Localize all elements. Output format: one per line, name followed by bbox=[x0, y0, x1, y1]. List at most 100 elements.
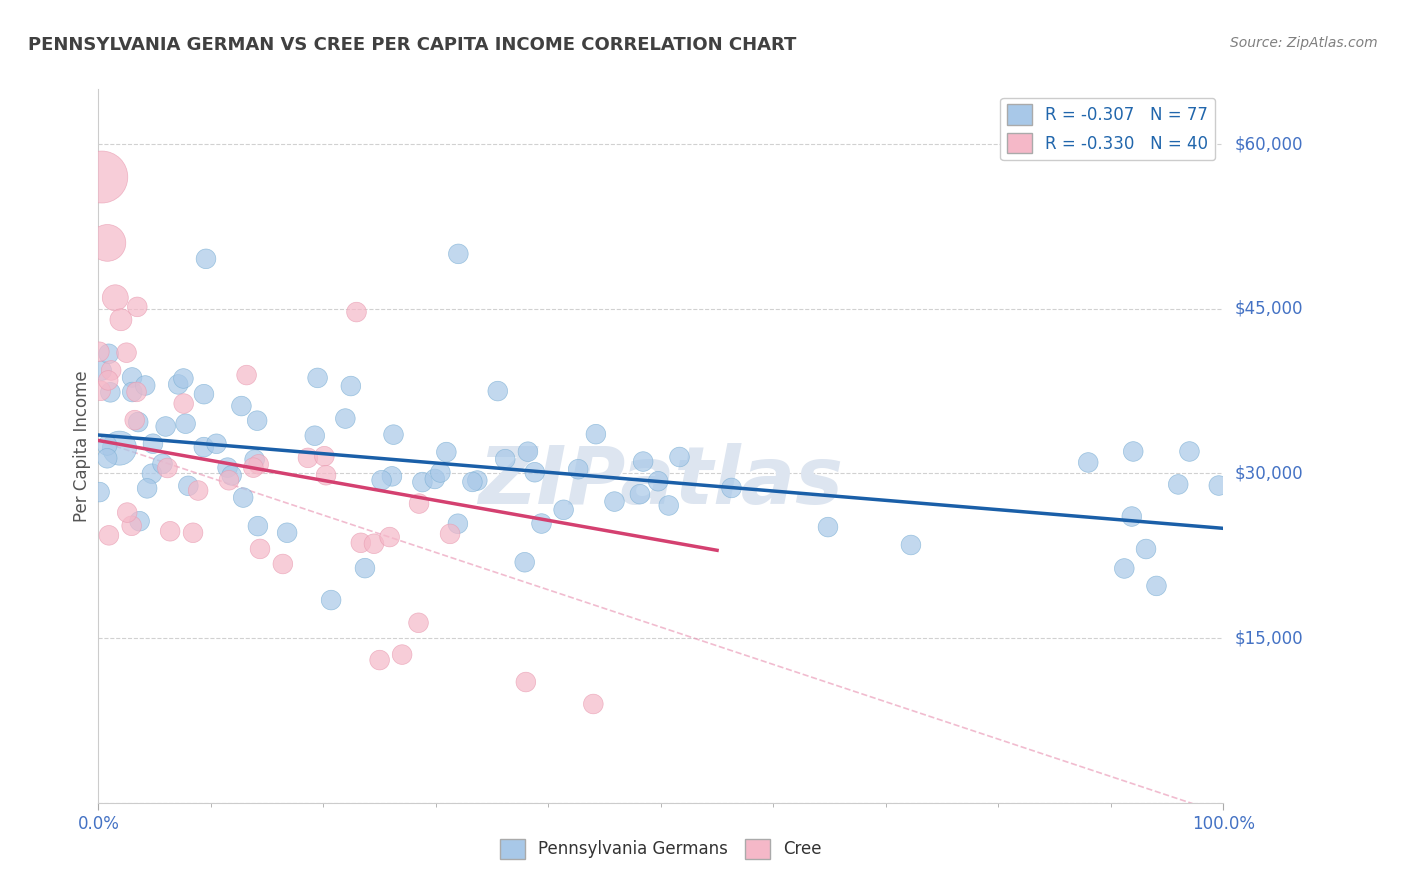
Point bbox=[346, 305, 368, 319]
Point bbox=[1178, 444, 1201, 458]
Point bbox=[900, 538, 922, 552]
Point bbox=[381, 469, 404, 483]
Point bbox=[276, 525, 298, 540]
Point bbox=[242, 460, 264, 475]
Point bbox=[817, 520, 839, 534]
Text: $15,000: $15,000 bbox=[1234, 629, 1303, 647]
Point bbox=[603, 494, 626, 508]
Point bbox=[429, 466, 451, 480]
Point bbox=[152, 457, 174, 471]
Point bbox=[411, 475, 433, 489]
Point bbox=[155, 419, 177, 434]
Point bbox=[96, 451, 118, 466]
Point bbox=[89, 344, 111, 359]
Point bbox=[585, 427, 607, 442]
Point bbox=[567, 462, 589, 476]
Text: $60,000: $60,000 bbox=[1234, 135, 1303, 153]
Point bbox=[104, 291, 127, 305]
Point bbox=[423, 472, 446, 486]
Point bbox=[304, 428, 326, 442]
Point bbox=[246, 414, 269, 428]
Point bbox=[494, 452, 516, 467]
Point bbox=[205, 437, 228, 451]
Point bbox=[97, 347, 120, 361]
Point bbox=[181, 525, 204, 540]
Point bbox=[90, 169, 112, 184]
Point bbox=[523, 465, 546, 479]
Point bbox=[516, 444, 538, 458]
Point bbox=[174, 417, 197, 431]
Point bbox=[110, 312, 132, 326]
Point bbox=[172, 371, 194, 385]
Point bbox=[553, 503, 575, 517]
Point bbox=[167, 377, 190, 392]
Point bbox=[193, 387, 215, 401]
Point bbox=[89, 485, 111, 500]
Point bbox=[314, 449, 336, 463]
Point bbox=[195, 252, 218, 266]
Point bbox=[1208, 478, 1230, 492]
Point bbox=[1146, 579, 1168, 593]
Text: Source: ZipAtlas.com: Source: ZipAtlas.com bbox=[1230, 36, 1378, 50]
Point bbox=[1167, 477, 1189, 491]
Point bbox=[187, 483, 209, 498]
Point bbox=[232, 491, 254, 505]
Point bbox=[530, 516, 553, 531]
Point bbox=[156, 461, 179, 475]
Point bbox=[121, 370, 143, 384]
Point bbox=[115, 345, 138, 359]
Point bbox=[447, 516, 470, 531]
Point bbox=[486, 384, 509, 398]
Point bbox=[363, 537, 385, 551]
Point bbox=[177, 479, 200, 493]
Point bbox=[382, 427, 405, 442]
Point bbox=[121, 518, 143, 533]
Text: ZIPatlas: ZIPatlas bbox=[478, 442, 844, 521]
Point bbox=[465, 474, 488, 488]
Point bbox=[125, 384, 148, 399]
Point bbox=[1121, 509, 1143, 524]
Point bbox=[408, 497, 430, 511]
Point bbox=[321, 593, 343, 607]
Point bbox=[243, 452, 266, 467]
Point bbox=[127, 415, 149, 429]
Point bbox=[115, 506, 138, 520]
Text: PENNSYLVANIA GERMAN VS CREE PER CAPITA INCOME CORRELATION CHART: PENNSYLVANIA GERMAN VS CREE PER CAPITA I… bbox=[28, 36, 796, 54]
Point bbox=[368, 653, 391, 667]
Point bbox=[218, 473, 240, 487]
Point bbox=[249, 541, 271, 556]
Point bbox=[127, 300, 149, 314]
Point bbox=[461, 475, 484, 489]
Point bbox=[439, 527, 461, 541]
Point bbox=[668, 450, 690, 464]
Point bbox=[350, 536, 373, 550]
Point bbox=[98, 385, 121, 400]
Point bbox=[628, 487, 651, 501]
Point bbox=[391, 648, 413, 662]
Point bbox=[235, 368, 257, 382]
Point bbox=[378, 530, 401, 544]
Point bbox=[1122, 444, 1144, 458]
Point bbox=[582, 697, 605, 711]
Point bbox=[193, 440, 215, 454]
Point bbox=[447, 247, 470, 261]
Point bbox=[247, 458, 270, 472]
Point bbox=[408, 615, 430, 630]
Point bbox=[159, 524, 181, 539]
Point bbox=[173, 396, 195, 410]
Text: $45,000: $45,000 bbox=[1234, 300, 1303, 318]
Point bbox=[90, 384, 112, 398]
Point bbox=[96, 438, 118, 452]
Point bbox=[631, 454, 654, 468]
Point bbox=[124, 413, 146, 427]
Point bbox=[434, 445, 457, 459]
Point bbox=[108, 441, 131, 455]
Point bbox=[141, 467, 163, 481]
Point bbox=[97, 528, 120, 542]
Point bbox=[1135, 541, 1157, 556]
Point bbox=[136, 481, 159, 495]
Point bbox=[1077, 455, 1099, 469]
Point bbox=[658, 499, 681, 513]
Point bbox=[297, 450, 319, 465]
Point bbox=[96, 235, 118, 250]
